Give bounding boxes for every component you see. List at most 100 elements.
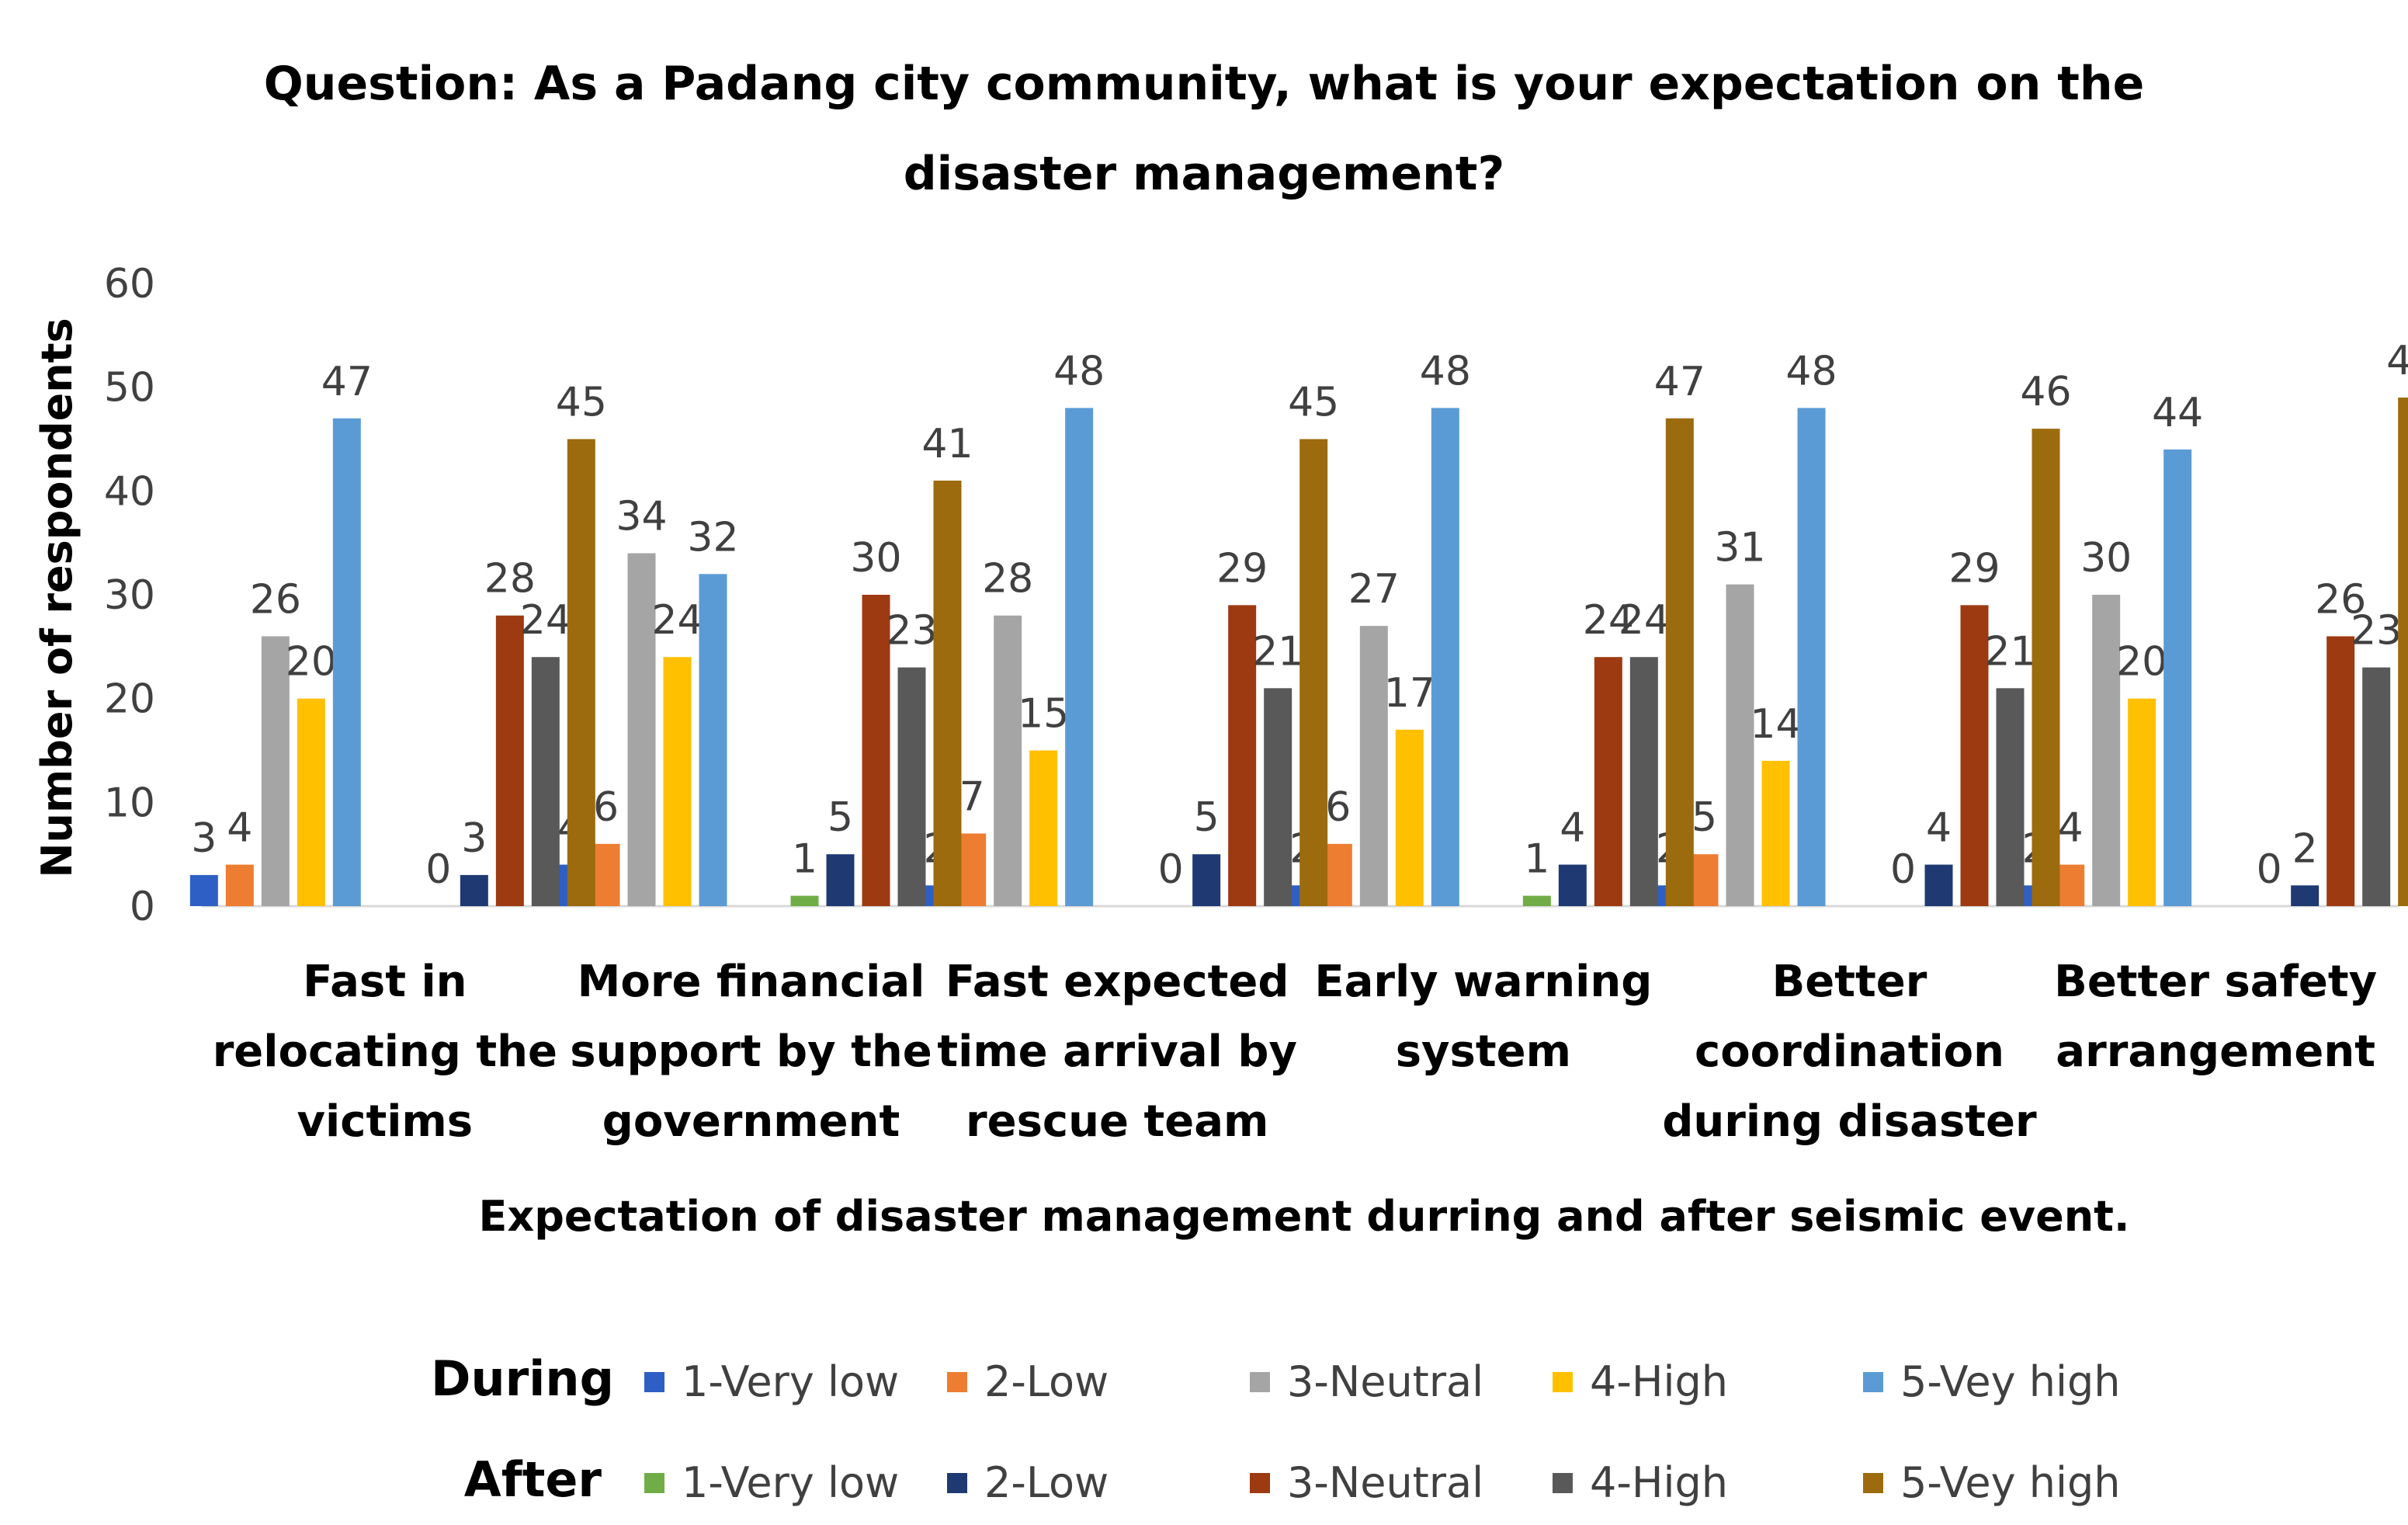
bar <box>2291 885 2320 906</box>
bar <box>790 895 819 906</box>
bar <box>261 636 290 906</box>
legend-swatch <box>1250 1473 1270 1493</box>
bar <box>994 615 1022 906</box>
data-label: 24 <box>1583 597 1634 644</box>
bar <box>1065 408 1094 906</box>
category-label: relocating the <box>213 1027 557 1077</box>
category-label: support by the <box>570 1027 932 1077</box>
y-tick-label: 20 <box>104 676 155 723</box>
bar <box>826 854 855 906</box>
legend-label: 4-High <box>1590 1458 1728 1507</box>
data-label: 26 <box>2315 576 2366 623</box>
data-label: 2 <box>2292 825 2318 872</box>
bar <box>189 874 218 906</box>
data-label: 48 <box>1785 348 1837 394</box>
y-tick-label: 40 <box>104 468 155 515</box>
data-label: 45 <box>556 380 607 426</box>
bar <box>332 418 361 906</box>
chart-title-line-1: Question: As a Padang city community, wh… <box>263 57 2145 111</box>
bar <box>1324 843 1352 906</box>
category-label: coordination <box>1695 1027 2004 1077</box>
y-tick-label: 10 <box>104 780 155 826</box>
bar <box>567 439 595 906</box>
legend-swatch <box>1553 1473 1573 1493</box>
data-label: 29 <box>1216 545 1268 592</box>
data-label: 5 <box>828 794 853 841</box>
data-label: 30 <box>2080 535 2132 582</box>
legend-group-label: During <box>431 1350 614 1407</box>
bar <box>699 574 727 906</box>
bar <box>663 657 692 906</box>
data-label: 4 <box>1560 805 1585 852</box>
data-label: 32 <box>687 514 738 561</box>
category-label: rescue team <box>966 1096 1268 1147</box>
legend-swatch <box>1863 1372 1883 1392</box>
bar <box>460 874 488 906</box>
data-label: 47 <box>1654 359 1705 405</box>
chart-title: Question: As a Padang city community, wh… <box>0 39 2408 219</box>
data-label: 6 <box>593 784 619 831</box>
legend-swatch <box>644 1473 664 1493</box>
data-label: 0 <box>2257 846 2282 893</box>
data-label: 31 <box>1714 525 1765 571</box>
data-label: 24 <box>1619 597 1670 644</box>
legend-label: 4-High <box>1590 1357 1728 1406</box>
bar <box>933 480 962 906</box>
legend-swatch <box>1250 1372 1270 1392</box>
category-label: Better safety <box>2054 957 2377 1007</box>
bar <box>2362 667 2391 906</box>
bar <box>2326 636 2355 906</box>
data-label: 24 <box>651 597 703 644</box>
y-tick-label: 60 <box>104 261 155 307</box>
bar <box>531 657 560 906</box>
data-label: 26 <box>250 576 301 623</box>
data-label: 3 <box>461 815 487 862</box>
data-label: 23 <box>886 608 937 655</box>
category-label: Fast in <box>303 957 467 1007</box>
bar <box>1029 750 1058 906</box>
category-label: Fast expected <box>946 957 1289 1007</box>
bar-chart: Number of respondents0102030405060342222… <box>33 261 2408 1241</box>
legend-label: 3-Neutral <box>1287 1357 1484 1406</box>
legend-label: 1-Very low <box>682 1357 900 1406</box>
bar <box>897 667 926 906</box>
data-label: 7 <box>959 773 985 820</box>
data-label: 6 <box>1325 784 1351 831</box>
data-label: 28 <box>982 556 1033 603</box>
bar <box>1299 439 1328 906</box>
category-label: Early warning <box>1314 957 1652 1007</box>
data-label: 0 <box>425 846 451 893</box>
bar <box>1522 895 1551 906</box>
bar <box>1264 688 1292 906</box>
data-label: 5 <box>1691 794 1717 841</box>
bar <box>592 843 620 906</box>
y-tick-label: 0 <box>130 884 155 930</box>
category-label: government <box>602 1096 900 1147</box>
data-label: 1 <box>792 836 817 883</box>
bar <box>1395 729 1424 906</box>
bar <box>1228 605 1257 906</box>
data-label: 20 <box>2116 639 2167 686</box>
legend-swatch <box>1553 1372 1573 1392</box>
legend-row-during: During 1-Very low 2-Low 3-Neutral 4-High 5-Ve… <box>0 1350 2408 1409</box>
category-label: victims <box>297 1096 474 1147</box>
data-label: 4 <box>1926 805 1952 852</box>
category-label: system <box>1396 1027 1571 1077</box>
data-label: 4 <box>2058 805 2084 852</box>
bar <box>1797 408 1826 906</box>
bar <box>1690 854 1719 906</box>
bar <box>958 833 987 906</box>
data-label: 48 <box>1420 348 1471 394</box>
legend-group-label: After <box>463 1451 602 1508</box>
data-label: 48 <box>1053 348 1105 394</box>
bar <box>1558 864 1587 906</box>
legend-label: 1-Very low <box>682 1458 900 1507</box>
data-label: 4 <box>227 805 252 852</box>
bar <box>1924 864 1953 906</box>
data-label: 28 <box>484 556 536 603</box>
legend-swatch <box>1863 1473 1883 1493</box>
data-label: 45 <box>1288 380 1339 426</box>
data-label: 46 <box>2020 369 2071 415</box>
data-label: 21 <box>1984 628 2035 675</box>
data-label: 14 <box>1750 701 1801 748</box>
